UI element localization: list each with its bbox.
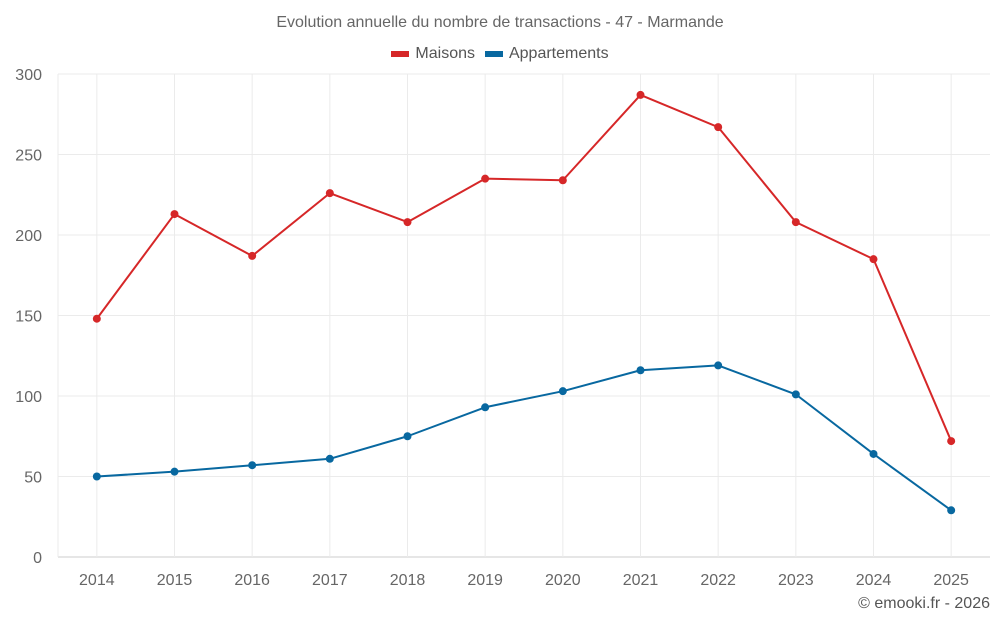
data-point-appartements: Appartements 2022: 119 — [714, 361, 723, 370]
data-point-maisons: Maisons 2025: 72 — [947, 437, 956, 446]
data-point-appartements: Appartements 2019: 93 — [481, 403, 490, 412]
data-point-appartements: Appartements 2021: 116 — [636, 366, 645, 375]
legend-item-appartements[interactable]: Appartements — [484, 45, 609, 63]
data-point-appartements: Appartements 2020: 103 — [558, 387, 567, 396]
y-tick-label: 250 — [15, 148, 42, 165]
data-point-appartements: Appartements 2015: 53 — [170, 467, 179, 476]
data-point-appartements: Appartements 2017: 61 — [325, 454, 334, 463]
legend-label-appartements: Appartements — [508, 45, 609, 62]
series-line-maisons — [96, 93, 953, 442]
data-point-appartements: Appartements 2018: 75 — [403, 432, 412, 441]
data-point-maisons: Maisons 2016: 187 — [248, 251, 257, 260]
x-tick-label: 2021 — [623, 572, 659, 589]
data-point-maisons: Maisons 2023: 208 — [791, 218, 800, 227]
data-point-maisons: Maisons 2021: 287 — [636, 90, 645, 99]
credit-text: © emooki.fr - 2026 — [858, 595, 990, 612]
y-tick-label: 200 — [15, 228, 42, 245]
data-point-appartements: Appartements 2025: 29 — [947, 506, 956, 515]
y-tick-label: 300 — [15, 67, 42, 84]
x-tick-label: 2024 — [856, 572, 892, 589]
x-tick-label: 2015 — [157, 572, 193, 589]
legend-swatch-maisons — [391, 51, 410, 57]
y-tick-label: 0 — [33, 550, 42, 567]
data-point-maisons: Maisons 2018: 208 — [403, 218, 412, 227]
data-point-maisons: Maisons 2022: 267 — [714, 123, 723, 132]
series-line-appartements — [96, 364, 952, 512]
data-point-maisons: Maisons 2017: 226 — [325, 189, 334, 198]
legend-label-maisons: Maisons — [415, 45, 475, 62]
data-point-maisons: Maisons 2019: 235 — [481, 174, 490, 183]
x-tick-label: 2019 — [467, 572, 503, 589]
data-point-maisons: Maisons 2014: 148 — [92, 314, 101, 323]
x-tick-label: 2025 — [933, 572, 969, 589]
x-tick-label: 2014 — [79, 572, 115, 589]
chart-title: Evolution annuelle du nombre de transact… — [276, 14, 724, 31]
x-tick-label: 2016 — [234, 572, 270, 589]
x-tick-label: 2020 — [545, 572, 581, 589]
data-point-maisons: Maisons 2015: 213 — [170, 210, 179, 219]
data-point-maisons: Maisons 2020: 234 — [558, 176, 567, 185]
data-point-appartements: Appartements 2016: 57 — [248, 461, 257, 470]
y-tick-label: 150 — [15, 309, 42, 326]
data-point-appartements: Appartements 2014: 50 — [92, 472, 101, 481]
legend-item-maisons[interactable]: Maisons — [391, 45, 475, 63]
x-tick-label: 2018 — [390, 572, 426, 589]
x-tick-label: 2017 — [312, 572, 348, 589]
data-point-maisons: Maisons 2024: 185 — [869, 255, 878, 264]
x-tick-label: 2023 — [778, 572, 814, 589]
y-tick-label: 50 — [24, 470, 42, 487]
y-tick-label: 100 — [15, 389, 42, 406]
data-point-appartements: Appartements 2023: 101 — [791, 390, 800, 399]
legend: Maisons Appartements — [0, 45, 1000, 63]
legend-swatch-appartements — [484, 51, 503, 57]
x-tick-label: 2022 — [700, 572, 736, 589]
data-point-appartements: Appartements 2024: 64 — [869, 449, 878, 458]
